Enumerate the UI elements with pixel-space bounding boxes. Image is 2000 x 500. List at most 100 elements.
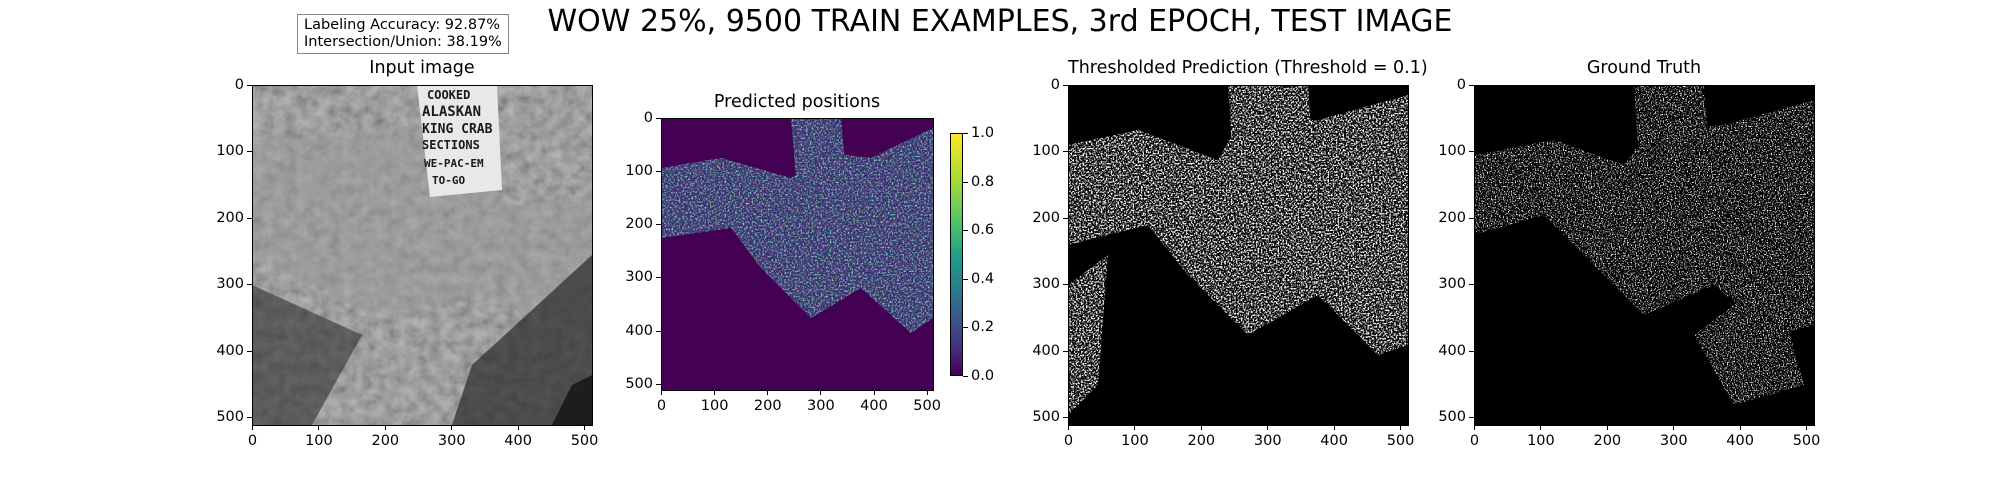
x-tick-mark [820, 390, 822, 395]
y-tick-mark [1469, 284, 1474, 286]
y-tick-mark [1469, 417, 1474, 419]
y-tick-mark [1063, 151, 1068, 153]
x-tick-label: 0 [656, 398, 667, 414]
x-tick-mark [873, 390, 875, 395]
y-tick-mark [1469, 151, 1474, 153]
y-tick-mark [1469, 350, 1474, 352]
y-tick-label: 0 [1456, 77, 1466, 93]
y-tick-label: 500 [1438, 409, 1466, 426]
thresholded-mask [1068, 85, 1408, 425]
x-tick-label: 400 [504, 433, 532, 449]
panel-title-predicted: Predicted positions [713, 92, 881, 112]
y-tick-mark [656, 118, 661, 119]
y-tick-mark [1469, 85, 1474, 86]
x-tick-mark [1739, 425, 1741, 430]
y-tick-mark [1063, 350, 1068, 352]
x-tick-mark [1200, 425, 1202, 430]
y-tick-label: 100 [1438, 143, 1466, 160]
x-tick-label: 100 [1527, 433, 1555, 449]
thresholded-mask-graphic [1068, 85, 1408, 415]
y-tick-mark [1063, 217, 1068, 219]
sign-line-4: SECTIONS [422, 138, 480, 152]
x-tick-label: 500 [913, 398, 941, 414]
y-tick-mark [1063, 417, 1068, 419]
x-tick-label: 100 [1121, 433, 1149, 449]
x-tick-label: 400 [1726, 433, 1754, 449]
sign-line-2: ALASKAN [422, 104, 481, 120]
x-tick-mark [1068, 425, 1069, 430]
x-tick-label: 400 [860, 398, 888, 414]
x-tick-mark [1474, 425, 1475, 430]
x-tick-label: 200 [1187, 433, 1216, 449]
x-tick-label: 100 [305, 433, 333, 449]
y-tick-label: 300 [216, 276, 244, 293]
y-tick-label: 0 [643, 110, 653, 126]
y-tick-mark [247, 217, 252, 219]
x-tick-label: 300 [437, 433, 466, 449]
x-tick-label: 300 [1253, 433, 1282, 449]
x-tick-mark [584, 425, 586, 430]
predicted-heatmap-graphic [661, 118, 933, 333]
y-tick-label: 100 [1032, 143, 1060, 160]
y-tick-mark [247, 151, 252, 153]
x-tick-label: 300 [807, 398, 835, 414]
panel-title-input: Input image [369, 58, 475, 78]
colorbar-tick-mark [963, 278, 968, 280]
panel-title-thresholded: Thresholded Prediction (Threshold = 0.1) [1068, 58, 1428, 78]
x-tick-label: 500 [1386, 433, 1415, 449]
colorbar-tick-mark [963, 376, 968, 377]
colorbar-tick-mark [963, 181, 968, 183]
y-tick-mark [1063, 85, 1068, 86]
y-tick-mark [247, 284, 252, 286]
y-tick-mark [1469, 217, 1474, 219]
sign-line-5: WE-PAC-EM [424, 157, 484, 170]
crab-sign: COOKED ALASKAN KING CRAB SECTIONS WE-PAC… [417, 85, 502, 197]
y-tick-mark [1063, 284, 1068, 286]
sign-line-3: KING CRAB [422, 122, 493, 137]
x-tick-mark [1267, 425, 1269, 430]
x-tick-label: 0 [247, 433, 258, 449]
y-tick-label: 300 [1438, 276, 1466, 293]
colorbar [950, 133, 963, 376]
y-tick-label: 400 [625, 322, 653, 339]
sign-line-6: TO-GO [432, 174, 465, 187]
y-tick-mark [247, 85, 252, 86]
x-tick-label: 200 [1593, 433, 1622, 449]
ground-truth-mask [1474, 85, 1814, 425]
y-tick-label: 200 [1438, 209, 1466, 226]
x-tick-mark [1540, 425, 1542, 430]
colorbar-tick-mark [963, 327, 968, 329]
y-tick-mark [656, 383, 661, 385]
x-tick-label: 0 [1469, 433, 1480, 449]
x-tick-label: 0 [1063, 433, 1074, 449]
predicted-heatmap [661, 118, 933, 390]
x-tick-mark [1400, 425, 1402, 430]
x-tick-mark [661, 390, 662, 395]
y-tick-label: 100 [216, 143, 244, 160]
colorbar-tick-label: 0.4 [971, 270, 995, 287]
y-tick-label: 0 [1050, 77, 1060, 93]
x-tick-mark [714, 390, 716, 395]
x-tick-mark [1673, 425, 1675, 430]
x-tick-mark [926, 390, 928, 395]
y-tick-label: 500 [625, 375, 653, 392]
colorbar-tick-label: 0.2 [971, 319, 995, 336]
y-tick-label: 400 [1438, 342, 1466, 359]
x-tick-mark [1806, 425, 1808, 430]
y-tick-label: 500 [1032, 409, 1060, 426]
x-tick-label: 200 [371, 433, 400, 449]
x-tick-mark [384, 425, 386, 430]
labeling-accuracy: Labeling Accuracy: 92.87% [304, 17, 501, 33]
y-tick-label: 300 [1032, 276, 1060, 293]
x-tick-mark [451, 425, 453, 430]
y-tick-label: 400 [216, 342, 244, 359]
colorbar-tick-label: 0.0 [971, 368, 995, 384]
x-tick-mark [318, 425, 320, 430]
x-tick-mark [1333, 425, 1335, 430]
colorbar-tick-label: 1.0 [971, 125, 995, 141]
y-tick-label: 200 [625, 216, 653, 233]
x-tick-label: 300 [1659, 433, 1688, 449]
x-tick-label: 400 [1320, 433, 1348, 449]
x-tick-mark [767, 390, 769, 395]
